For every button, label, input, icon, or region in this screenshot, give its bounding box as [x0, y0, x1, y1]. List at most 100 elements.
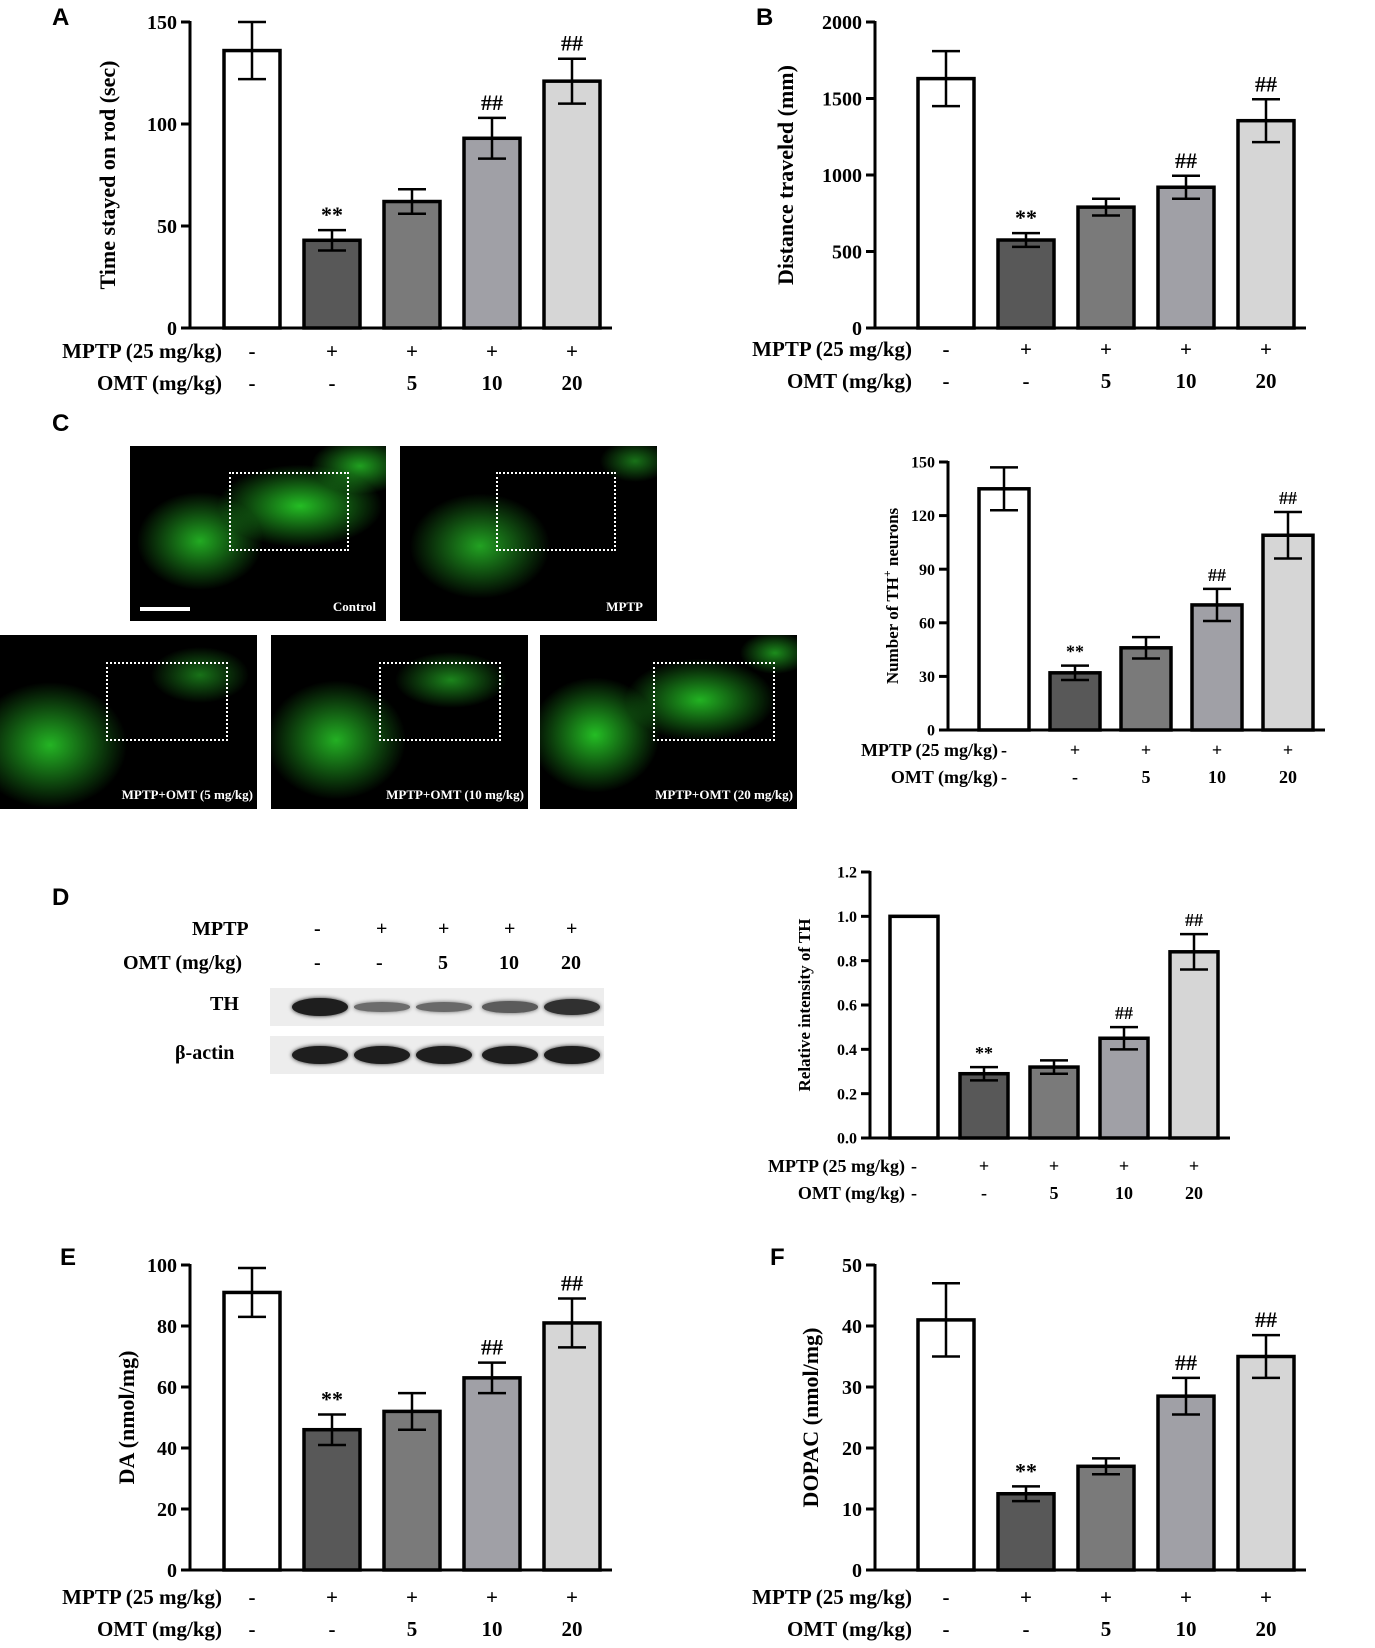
actin-band	[354, 1046, 410, 1064]
y-tick-label: 0.2	[837, 1086, 857, 1103]
panel-letter-f: F	[770, 1244, 785, 1271]
omt-dose: 20	[1256, 369, 1277, 393]
bar	[1236, 118, 1296, 330]
omt-dose: -	[1072, 767, 1078, 787]
actin-band	[482, 1046, 538, 1064]
micrograph-label: MPTP+OMT (5 mg/kg)	[121, 787, 253, 802]
bar	[462, 1376, 522, 1572]
mptp-sign: +	[1020, 1585, 1032, 1609]
mptp-sign: -	[249, 339, 256, 363]
omt-dose: -	[329, 371, 336, 395]
y-tick-label: 0	[167, 318, 177, 340]
bar-chart-distance: 0 500 1000 1500 2000 Distance traveled (mm) **…	[752, 12, 1306, 393]
mptp-sign: -	[943, 1585, 950, 1609]
blot-th-strip	[270, 988, 604, 1026]
significance-mark: ##	[1175, 148, 1197, 173]
y-tick-label: 30	[919, 669, 935, 686]
bar	[542, 79, 602, 330]
mptp-sign: +	[1260, 337, 1272, 361]
bar	[462, 136, 522, 330]
omt-dose: 10	[1176, 369, 1197, 393]
mptp-sign: +	[1119, 1156, 1129, 1176]
mptp-sign: +	[1283, 740, 1293, 760]
mptp-sign: +	[1180, 1585, 1192, 1609]
omt-dose: 10	[482, 1617, 503, 1641]
panel-letter-e: E	[60, 1244, 77, 1271]
y-tick-label: 0	[852, 1560, 862, 1582]
micrograph-omt20: MPTP+OMT (20 mg/kg)	[540, 635, 797, 809]
th-band	[292, 998, 348, 1016]
y-tick-label: 50	[842, 1255, 862, 1277]
y-axis-label: DA (nmol/mg)	[114, 1351, 139, 1485]
mptp-sign: +	[566, 339, 578, 363]
micrograph-label: MPTP	[606, 599, 643, 614]
mptp-sign: +	[1141, 740, 1151, 760]
y-axis-label-superscript: +	[880, 570, 894, 577]
mptp-sign: +	[1189, 1156, 1199, 1176]
blot-mptp-sign: +	[376, 918, 388, 940]
bar	[996, 238, 1056, 330]
blot-omt-dose: 10	[499, 952, 519, 974]
omt-dose: -	[943, 369, 950, 393]
significance-mark: **	[1015, 205, 1037, 230]
bar	[958, 1071, 1010, 1140]
mptp-sign: +	[566, 1585, 578, 1609]
actin-band	[416, 1046, 472, 1064]
bar	[1168, 950, 1220, 1140]
omt-row-label: OMT (mg/kg)	[787, 369, 912, 393]
y-tick-label: 0	[852, 318, 862, 340]
green-fluorescence	[271, 635, 528, 809]
mptp-sign: -	[943, 337, 950, 361]
blot-omt-dose: -	[314, 952, 321, 974]
y-tick-label: 0.0	[837, 1131, 857, 1148]
blot-mptp-sign: -	[314, 918, 321, 940]
mptp-row-label: MPTP (25 mg/kg)	[861, 740, 998, 761]
micrograph-label: MPTP+OMT (10 mg/kg)	[386, 787, 524, 802]
blot-actin-label: β-actin	[175, 1042, 235, 1064]
green-fluorescence	[540, 635, 797, 809]
y-tick-label: 1.0	[837, 909, 857, 926]
mptp-sign: +	[1180, 337, 1192, 361]
significance-mark: ##	[1185, 910, 1203, 930]
significance-mark: **	[1066, 642, 1084, 662]
y-tick-label: 10	[842, 1499, 862, 1521]
mptp-sign: +	[1260, 1585, 1272, 1609]
mptp-sign: +	[1070, 740, 1080, 760]
omt-dose: 20	[1256, 1617, 1277, 1641]
mptp-sign: +	[326, 1585, 338, 1609]
mptp-sign: -	[1001, 740, 1007, 760]
y-axis-label: Time stayed on rod (sec)	[95, 61, 120, 290]
roi-box	[229, 472, 349, 551]
omt-row-label: OMT (mg/kg)	[787, 1617, 912, 1641]
y-tick-label: 2000	[822, 12, 862, 34]
micrograph-control: Control	[130, 446, 386, 621]
y-tick-label: 500	[832, 242, 862, 264]
mptp-sign: +	[1049, 1156, 1059, 1176]
y-tick-label: 20	[157, 1499, 177, 1521]
omt-dose: -	[1023, 369, 1030, 393]
blot-th-label: TH	[210, 993, 239, 1015]
y-tick-label: 40	[157, 1438, 177, 1460]
significance-mark: **	[321, 1386, 343, 1411]
y-tick-label: 150	[147, 12, 177, 34]
blot-omt-dose: 5	[438, 952, 448, 974]
significance-mark: ##	[561, 1271, 583, 1296]
bar	[916, 76, 976, 330]
blot-omt-dose: 20	[561, 952, 581, 974]
y-tick-label: 30	[842, 1377, 862, 1399]
significance-mark: ##	[1279, 488, 1297, 508]
mptp-sign: -	[249, 1585, 256, 1609]
significance-mark: ##	[561, 31, 583, 56]
y-axis-label: DOPAC (nmol/mg)	[798, 1328, 823, 1508]
bar	[1119, 646, 1173, 732]
omt-dose: 10	[1176, 1617, 1197, 1641]
y-tick-label: 1000	[822, 165, 862, 187]
omt-dose: 20	[562, 1617, 583, 1641]
bar	[1261, 533, 1315, 732]
omt-dose: -	[1001, 767, 1007, 787]
significance-mark: ##	[481, 90, 503, 115]
bar-chart-da: 0 20 40 60 80 100 DA (nmol/mg) ** ## ## MPTP (25 m…	[62, 1255, 612, 1641]
y-tick-label: 60	[157, 1377, 177, 1399]
y-axis-label-tail: neurons	[883, 507, 902, 570]
y-tick-label: 0.8	[837, 953, 857, 970]
